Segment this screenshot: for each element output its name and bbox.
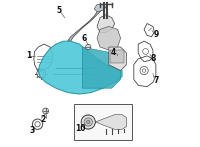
Text: 4: 4 (111, 48, 116, 57)
Circle shape (84, 118, 92, 126)
Polygon shape (38, 41, 122, 94)
Polygon shape (82, 47, 121, 88)
FancyBboxPatch shape (110, 50, 124, 63)
Text: 2: 2 (41, 115, 46, 124)
Polygon shape (109, 47, 126, 71)
Polygon shape (68, 9, 103, 41)
Bar (74, 104, 132, 140)
Text: 8: 8 (150, 54, 156, 63)
Circle shape (43, 108, 49, 114)
Text: 5: 5 (56, 6, 61, 15)
Polygon shape (94, 4, 106, 12)
Text: 10: 10 (75, 124, 85, 133)
Text: 7: 7 (153, 76, 159, 85)
Circle shape (86, 44, 91, 50)
Polygon shape (96, 115, 126, 129)
Text: 1: 1 (26, 51, 31, 60)
Text: 3: 3 (30, 126, 35, 135)
Circle shape (81, 115, 95, 129)
Text: 9: 9 (153, 30, 158, 39)
Polygon shape (97, 15, 115, 32)
Text: 6: 6 (82, 34, 87, 44)
Polygon shape (97, 26, 121, 50)
Circle shape (86, 120, 90, 124)
